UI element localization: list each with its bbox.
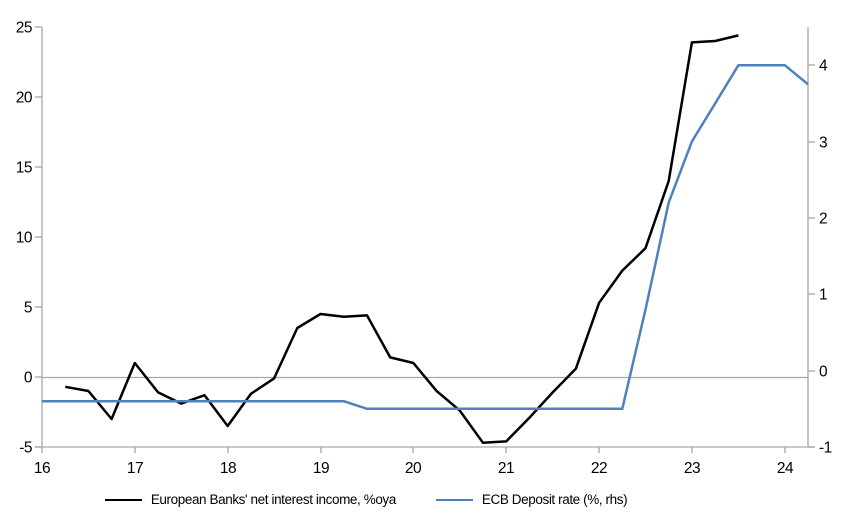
- right-axis-tick-label: 2: [819, 211, 827, 228]
- ecb-deposit-rate-line: [42, 63, 809, 411]
- legend-item-net-interest-income: European Banks' net interest income, %oy…: [104, 492, 396, 507]
- series-layer: [42, 34, 809, 445]
- legend-label-net-interest-income: European Banks' net interest income, %oy…: [150, 492, 396, 507]
- right-axis-tick-label: 3: [819, 135, 827, 152]
- x-axis-tick-label: 16: [34, 460, 50, 477]
- x-axis-tick-label: 18: [220, 460, 236, 477]
- left-axis-tick-label: 15: [16, 160, 32, 177]
- x-axis-tick-label: 19: [313, 460, 329, 477]
- x-axis-tick-label: 23: [684, 460, 700, 477]
- left-axis-tick-label: 10: [16, 230, 33, 247]
- x-axis-tick-label: 22: [591, 460, 607, 477]
- legend: European Banks' net interest income, %oy…: [0, 492, 852, 507]
- left-axis-tick-label: 20: [16, 90, 33, 107]
- left-axis-tick-label: 0: [24, 370, 33, 387]
- x-axis-tick-label: 20: [405, 460, 422, 477]
- net-interest-income-line: [64, 34, 739, 445]
- left-axis-tick-label: 5: [24, 300, 32, 317]
- right-axis-tick-label: 1: [819, 287, 827, 304]
- right-axis-tick-label: 0: [819, 364, 828, 381]
- right-axis-tick-label: 4: [819, 58, 828, 75]
- left-axis-tick-label: 25: [16, 20, 32, 37]
- axis-layer: [35, 26, 815, 453]
- x-axis-tick-label: 24: [777, 460, 794, 477]
- black-line-swatch-icon: [104, 498, 142, 501]
- legend-label-ecb-deposit-rate: ECB Deposit rate (%, rhs): [481, 492, 628, 507]
- left-axis-tick-label: -5: [19, 440, 32, 457]
- right-axis-tick-label: -1: [819, 440, 832, 457]
- blue-line-swatch-icon: [435, 498, 473, 501]
- x-axis-tick-label: 17: [127, 460, 143, 477]
- legend-item-ecb-deposit-rate: ECB Deposit rate (%, rhs): [435, 492, 628, 507]
- x-axis-tick-label: 21: [498, 460, 514, 477]
